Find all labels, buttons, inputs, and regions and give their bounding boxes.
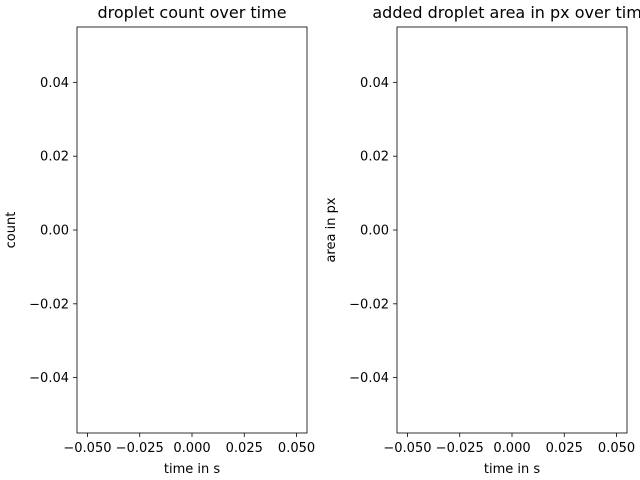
plot-area-frame <box>396 26 628 434</box>
y-tick-label: 0.02 <box>40 150 69 165</box>
subplot-1: droplet count over time−0.050 −0.025 0.000… <box>4 3 315 477</box>
x-tick-label: −0.050 <box>63 441 111 456</box>
subplot-2: added droplet area in px over time −0.050… <box>324 3 640 477</box>
y-tick-label: 0.00 <box>40 224 69 239</box>
y-tick-label: −0.02 <box>29 297 69 312</box>
y-tick-label: 0.00 <box>360 224 389 239</box>
y-tick-label: −0.02 <box>349 297 389 312</box>
y-tick-label: 0.04 <box>40 76 69 91</box>
chart-title: added droplet area in px over time <box>372 3 640 22</box>
y-tick-label: 0.02 <box>360 150 389 165</box>
plot-area-frame <box>76 26 308 434</box>
x-tick-label: −0.025 <box>116 441 164 456</box>
x-tick-label: 0.000 <box>173 441 210 456</box>
x-tick-label: 0.025 <box>546 441 583 456</box>
x-tick-label: 0.025 <box>226 441 263 456</box>
x-tick-label: −0.050 <box>383 441 431 456</box>
x-tick-label: 0.050 <box>278 441 315 456</box>
y-axis-label: count <box>4 212 19 249</box>
x-tick-label: −0.025 <box>436 441 484 456</box>
x-tick-label: 0.050 <box>598 441 635 456</box>
y-tick-label: 0.04 <box>360 76 389 91</box>
y-axis-label: area in px <box>324 197 339 262</box>
y-tick-label: −0.04 <box>349 371 389 386</box>
x-axis-label: time in s <box>164 462 220 477</box>
x-axis-label: time in s <box>484 462 540 477</box>
x-tick-label: 0.000 <box>493 441 530 456</box>
y-tick-label: −0.04 <box>29 371 69 386</box>
chart-title: droplet count over time <box>97 3 286 22</box>
